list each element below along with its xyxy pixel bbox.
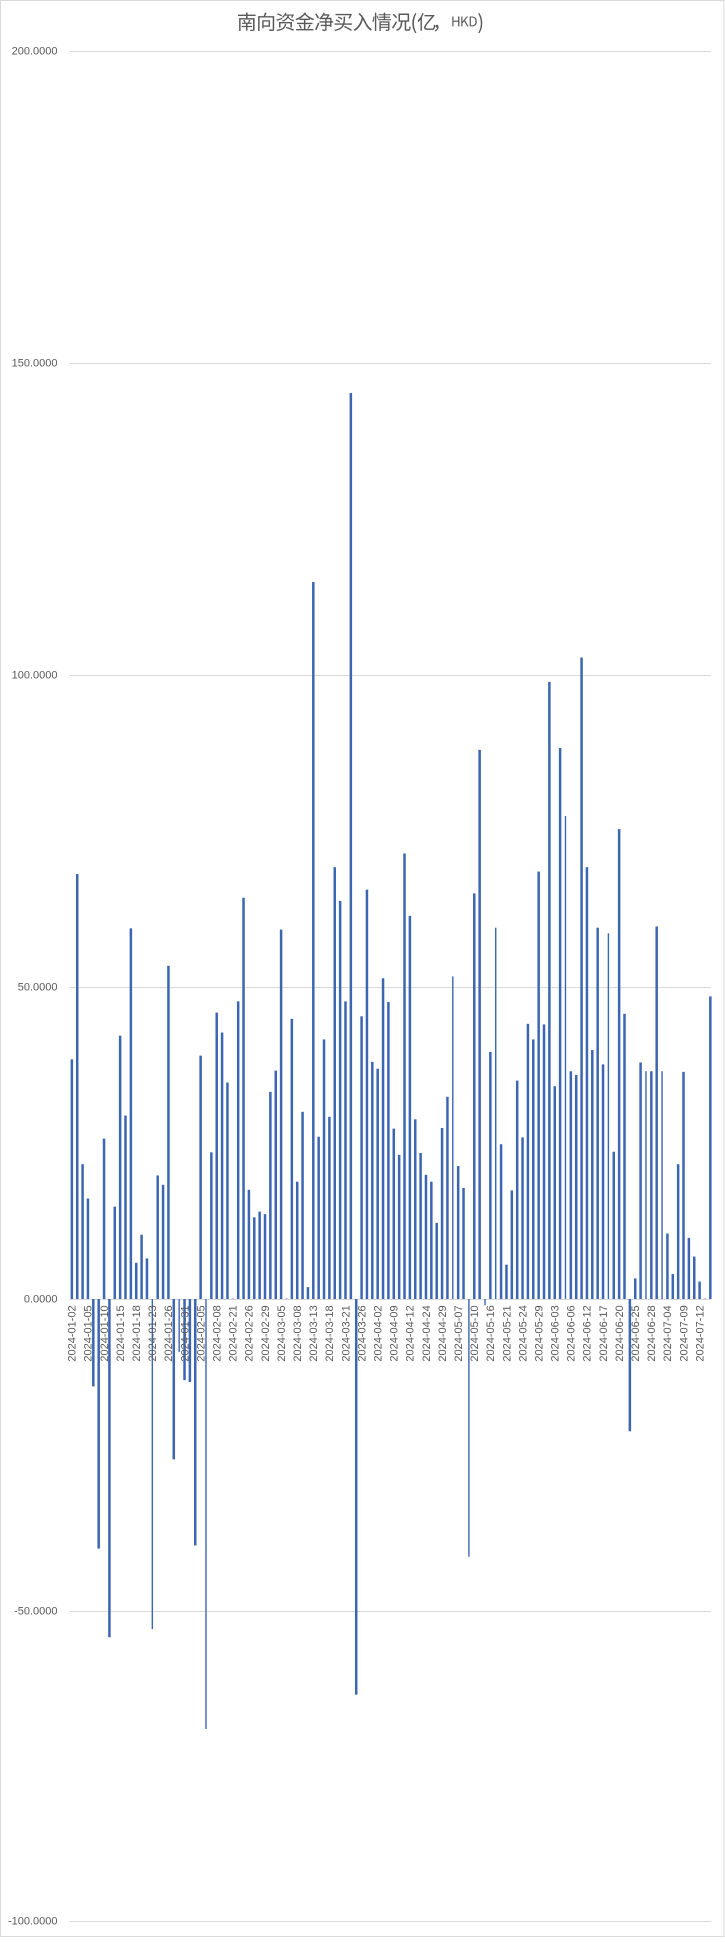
svg-text:50.0000: 50.0000 [18, 982, 58, 994]
svg-text:2024-02-26: 2024-02-26 [244, 1305, 256, 1361]
svg-text:2024-06-20: 2024-06-20 [614, 1305, 626, 1361]
svg-text:2024-04-02: 2024-04-02 [372, 1305, 384, 1361]
svg-text:2024-04-12: 2024-04-12 [405, 1305, 417, 1361]
svg-text:2024-01-15: 2024-01-15 [115, 1305, 127, 1361]
svg-text:150.0000: 150.0000 [12, 358, 58, 370]
svg-text:2024-04-09: 2024-04-09 [389, 1305, 401, 1361]
svg-text:2024-01-02: 2024-01-02 [67, 1305, 79, 1361]
svg-text:2024-01-31: 2024-01-31 [179, 1305, 191, 1361]
svg-text:2024-01-23: 2024-01-23 [147, 1305, 159, 1361]
svg-text:2024-04-24: 2024-04-24 [421, 1305, 433, 1361]
svg-text:2024-02-21: 2024-02-21 [228, 1305, 240, 1361]
svg-text:2024-07-12: 2024-07-12 [694, 1305, 706, 1361]
svg-text:2024-01-26: 2024-01-26 [163, 1305, 175, 1361]
svg-text:2024-02-29: 2024-02-29 [260, 1305, 272, 1361]
svg-text:2024-05-10: 2024-05-10 [469, 1305, 481, 1361]
svg-text:2024-05-29: 2024-05-29 [533, 1305, 545, 1361]
svg-text:2024-06-12: 2024-06-12 [582, 1305, 594, 1361]
svg-text:2024-04-29: 2024-04-29 [437, 1305, 449, 1361]
svg-text:2024-02-05: 2024-02-05 [195, 1305, 207, 1361]
svg-text:2024-03-26: 2024-03-26 [356, 1305, 368, 1361]
svg-text:2024-05-07: 2024-05-07 [453, 1305, 465, 1361]
svg-text:0.0000: 0.0000 [24, 1294, 58, 1306]
svg-text:2024-01-10: 2024-01-10 [99, 1305, 111, 1361]
svg-text:2024-06-03: 2024-06-03 [550, 1305, 562, 1361]
svg-text:2024-05-21: 2024-05-21 [501, 1305, 513, 1361]
svg-text:2024-01-05: 2024-01-05 [83, 1305, 95, 1361]
svg-text:200.0000: 200.0000 [12, 46, 58, 58]
svg-text:2024-03-13: 2024-03-13 [308, 1305, 320, 1361]
svg-text:100.0000: 100.0000 [12, 670, 58, 682]
svg-text:-100.0000: -100.0000 [8, 1916, 58, 1928]
svg-text:2024-06-17: 2024-06-17 [598, 1305, 610, 1361]
svg-text:2024-05-24: 2024-05-24 [517, 1305, 529, 1361]
svg-text:2024-07-04: 2024-07-04 [662, 1305, 674, 1361]
svg-text:2024-03-05: 2024-03-05 [276, 1305, 288, 1361]
svg-text:2024-06-06: 2024-06-06 [566, 1305, 578, 1361]
svg-text:2024-02-08: 2024-02-08 [212, 1305, 224, 1361]
svg-text:2024-03-18: 2024-03-18 [324, 1305, 336, 1361]
svg-text:2024-06-28: 2024-06-28 [646, 1305, 658, 1361]
svg-text:2024-07-09: 2024-07-09 [678, 1305, 690, 1361]
svg-text:-50.0000: -50.0000 [14, 1606, 57, 1618]
svg-text:2024-06-25: 2024-06-25 [630, 1305, 642, 1361]
svg-text:2024-03-21: 2024-03-21 [340, 1305, 352, 1361]
svg-text:2024-03-08: 2024-03-08 [292, 1305, 304, 1361]
svg-text:2024-01-18: 2024-01-18 [131, 1305, 143, 1361]
svg-text:2024-05-16: 2024-05-16 [485, 1305, 497, 1361]
